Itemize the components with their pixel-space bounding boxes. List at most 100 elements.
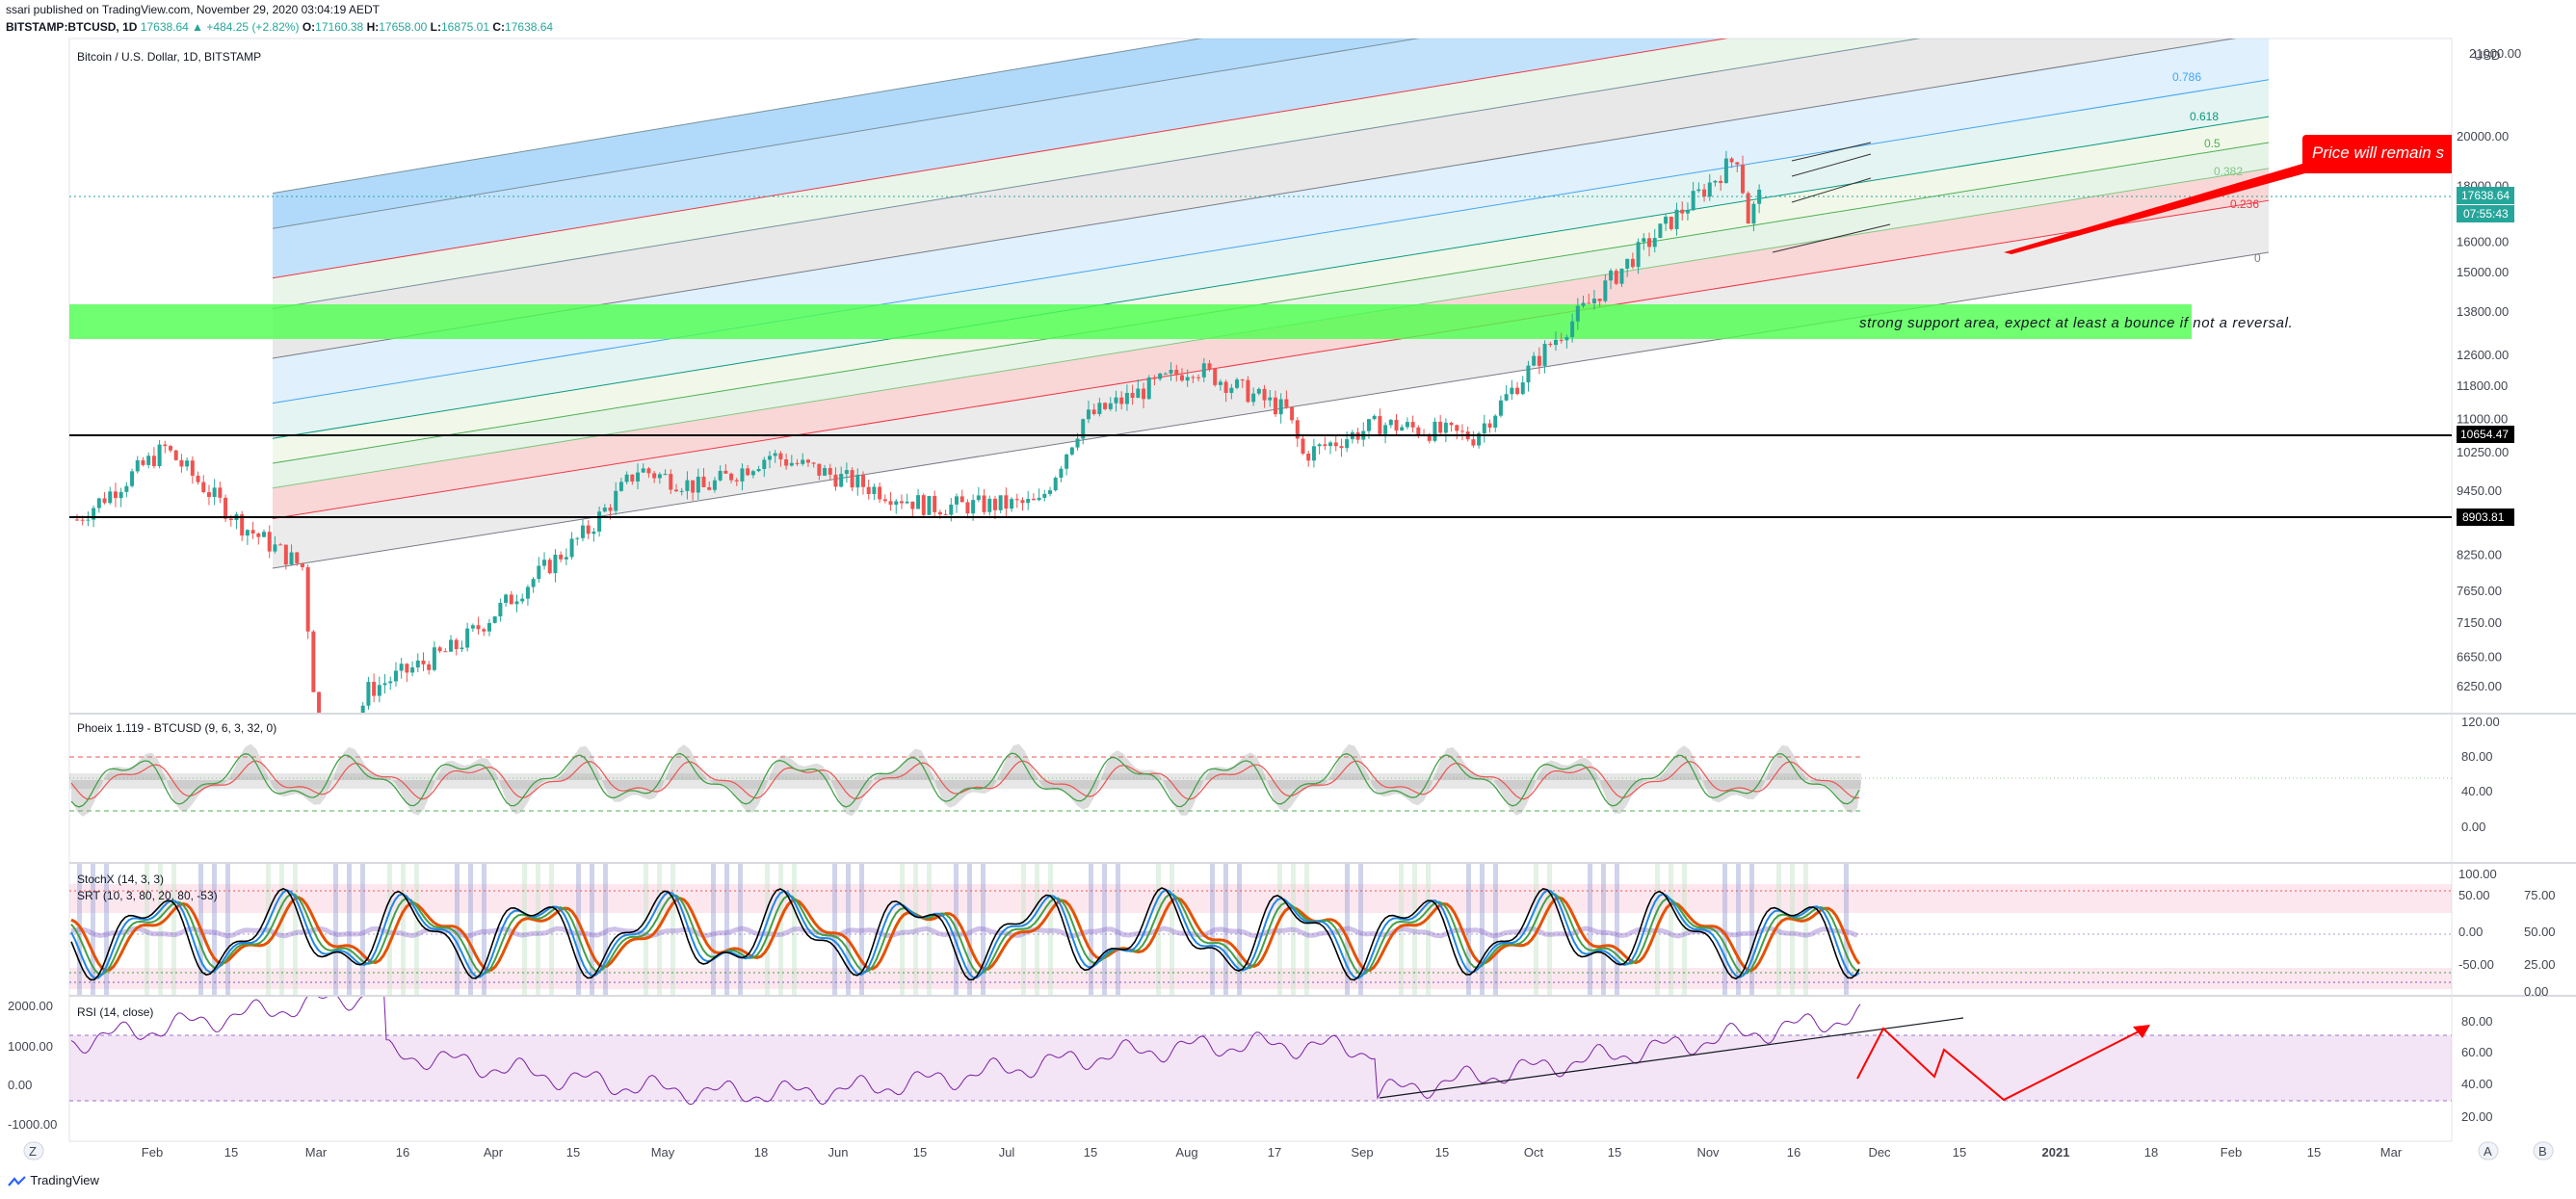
candle-body [1532,355,1537,366]
candle-body [1301,438,1305,455]
candle-body [910,501,915,509]
candle-body [569,538,574,558]
time-axis[interactable]: Feb 15 Mar 16 Apr 15 May 18 Jun 15 Jul 15 Aug 17 Sep 15… [142,1145,2403,1160]
rsi-tick-right: 40.00 [2461,1077,2493,1091]
price-tick: 6250.00 [2457,679,2502,693]
time-tick: Oct [1524,1145,1544,1160]
candle-body [173,450,178,460]
tradingview-brand[interactable]: TradingView [8,1173,99,1187]
rsi-projection-path[interactable] [1856,1026,2149,1102]
candle-body [1323,444,1327,447]
stoch-bar [279,864,284,995]
candle-body [1575,305,1580,322]
candle-body [1746,193,1750,224]
candle-body [1158,373,1163,379]
candle-body [486,622,491,632]
stoch-bar [145,864,149,995]
stoch-overbought-zone [69,884,2452,913]
stoch-bar [1588,864,1592,995]
support-zone[interactable] [69,304,2192,339]
price-tick: 12600.00 [2457,348,2509,362]
candle-body [1542,344,1547,366]
candle-body [618,482,623,491]
phoeix-title: Phoeix 1.119 - BTCUSD (9, 6, 3, 32, 0) [77,721,276,735]
fib-band [273,79,2269,439]
rsi-trendline[interactable] [1379,1017,1964,1099]
axis-extra-button[interactable] [2533,1141,2554,1160]
candle-body [1130,393,1135,399]
candle-body [987,498,992,512]
candle-body [1707,182,1712,197]
fib-extension-line [272,39,1921,310]
axis-left-button[interactable] [23,1141,44,1160]
candle-body [228,518,233,520]
stoch-bar [590,864,594,995]
callout-arrow[interactable] [2004,154,2312,254]
candle-body [169,446,173,451]
current-price-value: 17638.64 [2461,189,2510,202]
stoch-axis[interactable]: 100.00 50.00 0.00 -50.00 75.00 50.00 25.00 0.00 [2458,867,2556,999]
candle-body [805,459,810,463]
candle-body [839,474,844,487]
candle-body [1020,500,1025,504]
axis-left-button-label: Z [29,1144,37,1159]
rsi-tick-left: -1000.00 [8,1117,57,1132]
price-tick: 6650.00 [2457,650,2502,665]
auto-scale-button[interactable] [2478,1141,2499,1160]
time-tick: 15 [2307,1145,2321,1160]
stoch-tick-left: 50.00 [2458,888,2490,902]
candle-body [113,491,118,499]
pattern-line[interactable] [1791,153,1872,177]
candle-body [701,476,706,487]
fib-extension-line [272,39,1203,195]
candle-body [1669,217,1673,229]
phoeix-axis[interactable]: 120.00 80.00 40.00 0.00 [2461,715,2500,834]
callout-box[interactable] [2302,135,2466,173]
candle-body [492,616,497,623]
price-axis[interactable]: 20000.0018000.0016000.0015000.0013800.00… [2457,129,2509,693]
candle-body [295,552,300,563]
candle-body [1366,419,1371,431]
candle-body [718,470,723,481]
candle-body [1383,425,1388,434]
candle-body [855,475,860,488]
rsi-axis[interactable]: 2000.00 1000.00 0.00 -1000.00 80.00 60.00 40.0… [8,999,2493,1132]
stoch-bar [1480,864,1485,995]
pattern-line[interactable] [1791,177,1872,203]
candle-body [278,544,283,546]
candle-body [1295,420,1300,439]
stoch-bar [1048,864,1053,995]
candle-body [1268,397,1273,401]
candle-body [206,492,211,497]
candle-body [531,579,536,587]
candle-body [250,530,255,534]
pattern-line[interactable] [1772,223,1891,253]
candle-body [223,497,228,519]
stoch-bar [549,864,554,995]
time-tick: Jun [828,1145,849,1160]
candle-body [750,471,755,476]
fib-line [272,116,2270,439]
tradingview-logo-icon [8,1175,26,1186]
pattern-line[interactable] [1791,142,1872,162]
candle-body [1108,403,1113,409]
stoch-bar [1210,864,1215,995]
candle-body [1004,495,1009,509]
candle-body [646,468,651,474]
stoch-bar [1089,864,1093,995]
time-tick: 18 [754,1145,768,1160]
candle-body [1146,378,1151,400]
price-tick-top: 21000.00 [2469,46,2521,61]
candle-body [432,647,436,670]
candle-body [415,660,420,668]
time-tick: 15 [1953,1145,1966,1160]
level-badge-2 [2457,508,2514,526]
time-tick: 15 [1608,1145,1621,1160]
stoch-bar [711,864,716,995]
stoch-bar [225,864,230,995]
candle-body [1097,403,1102,414]
candle-body [1114,397,1118,404]
candle-body [850,470,854,488]
candle-body [141,459,145,465]
